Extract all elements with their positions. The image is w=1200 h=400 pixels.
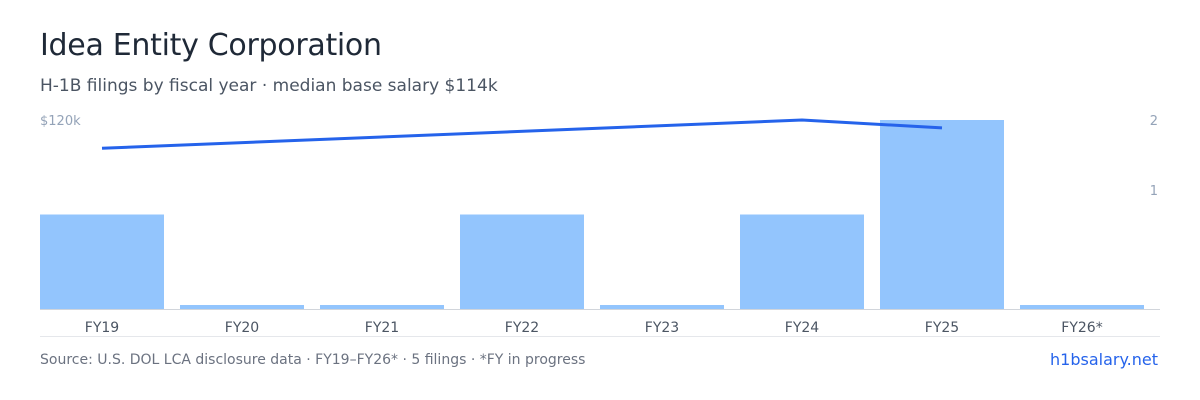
left-axis-tick-label: $120k [40,114,81,129]
salary-line [101,118,943,150]
x-tick-label: FY23 [645,320,679,336]
x-tick-label: FY19 [85,320,119,336]
right-axis-tick-label-top: 2 [1150,114,1158,129]
chart-title: Idea Entity Corporation [40,28,382,63]
bar-fy22 [460,214,584,309]
bar-fy21 [320,305,444,309]
bar-series [40,120,1144,309]
bar-fy19 [40,214,164,309]
x-tick-label: FY21 [365,320,399,336]
bar-fy26-star [1020,305,1144,309]
x-tick-label: FY22 [505,320,539,336]
bar-fy23 [600,305,724,309]
x-tick-label: FY26* [1061,320,1102,336]
bar-fy25 [880,120,1004,309]
x-tick-label: FY24 [785,320,820,336]
right-axis-tick-label-mid: 1 [1150,184,1158,199]
footer-source-note: Source: U.S. DOL LCA disclosure data · F… [40,352,586,368]
bar-fy24 [740,214,864,309]
chart-subtitle: H-1B filings by fiscal year · median bas… [40,76,498,96]
x-tick-label: FY20 [225,320,259,336]
x-axis-labels: FY19 FY20 FY21 FY22 FY23 FY24 FY25 FY26* [85,320,1103,336]
brand-link[interactable]: h1bsalary.net [1050,350,1158,369]
x-tick-label: FY25 [925,320,959,336]
bar-fy20 [180,305,304,309]
